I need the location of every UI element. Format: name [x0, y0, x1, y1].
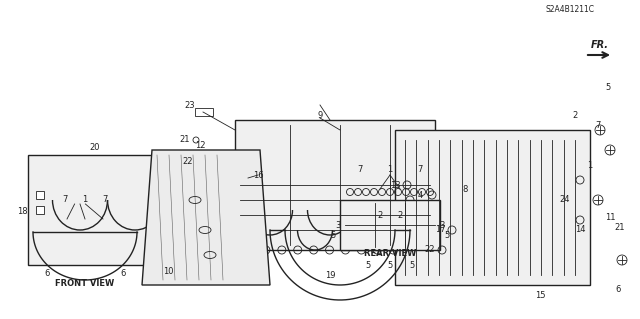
Text: 12: 12 [195, 140, 205, 150]
Text: 1: 1 [588, 160, 593, 169]
Text: REAR VIEW: REAR VIEW [364, 249, 416, 258]
Bar [395, 130, 590, 285]
Text: 21: 21 [180, 136, 190, 145]
Bar [235, 120, 435, 250]
Text: 9: 9 [317, 110, 323, 120]
Text: 17: 17 [435, 226, 445, 234]
Text: 15: 15 [535, 291, 545, 300]
Text: 3: 3 [439, 220, 445, 229]
Text: S2A4B1211C: S2A4B1211C [545, 5, 595, 14]
Ellipse shape [204, 251, 216, 258]
Text: 11: 11 [605, 213, 615, 222]
Polygon shape [142, 150, 270, 285]
Bar [36, 206, 44, 214]
Bar [195, 108, 213, 116]
Text: 21: 21 [615, 224, 625, 233]
Text: 6: 6 [44, 270, 50, 278]
Text: 7: 7 [357, 166, 363, 174]
Text: 22: 22 [183, 158, 193, 167]
Text: 18: 18 [17, 207, 28, 217]
Text: 5: 5 [365, 261, 371, 270]
Text: 24: 24 [560, 196, 570, 204]
Bar [36, 191, 44, 199]
Text: 2: 2 [378, 211, 383, 219]
Text: 5: 5 [410, 261, 415, 270]
Bar [340, 200, 440, 250]
Text: 13: 13 [390, 181, 400, 189]
Bar [71, 244, 99, 260]
Ellipse shape [199, 226, 211, 234]
Text: 3: 3 [335, 220, 340, 229]
Text: 5: 5 [387, 261, 392, 270]
Bar [151, 191, 159, 199]
Text: 16: 16 [253, 170, 263, 180]
Text: 1: 1 [83, 196, 88, 204]
Text: 14: 14 [575, 226, 585, 234]
Text: 5: 5 [444, 231, 450, 240]
Text: 7: 7 [62, 196, 68, 204]
Text: 6: 6 [120, 270, 125, 278]
Text: 6: 6 [615, 286, 621, 294]
Bar [151, 206, 159, 214]
Text: 1: 1 [387, 166, 392, 174]
Text: 8: 8 [462, 186, 468, 195]
Text: 7: 7 [102, 196, 108, 204]
Text: 20: 20 [90, 144, 100, 152]
Text: 5: 5 [330, 231, 335, 240]
Ellipse shape [189, 197, 201, 204]
Text: 19: 19 [324, 271, 335, 279]
Text: 2: 2 [397, 211, 403, 219]
Text: 7: 7 [417, 166, 422, 174]
Text: 22: 22 [425, 246, 435, 255]
Text: 4: 4 [417, 190, 422, 199]
Text: FR.: FR. [591, 40, 609, 50]
Text: 7: 7 [595, 121, 601, 130]
Text: 2: 2 [572, 110, 578, 120]
Text: 5: 5 [605, 84, 611, 93]
Bar [28, 155, 176, 265]
Text: 23: 23 [185, 100, 195, 109]
Text: 10: 10 [163, 268, 173, 277]
Text: FRONT VIEW: FRONT VIEW [56, 279, 115, 288]
